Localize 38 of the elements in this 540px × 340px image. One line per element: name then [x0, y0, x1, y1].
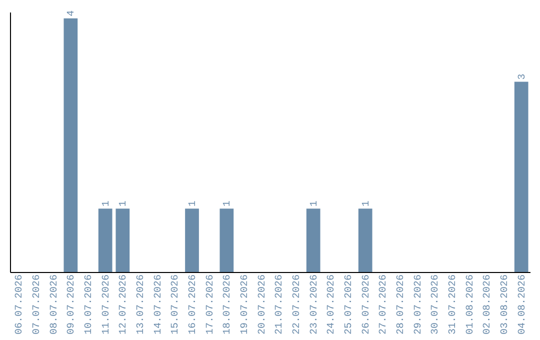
- x-tick-label: 14.07.2026: [153, 274, 164, 335]
- data-label: 1: [118, 200, 130, 207]
- x-tick-label: 01.08.2026: [465, 274, 476, 335]
- x-tick-label: 11.07.2026: [101, 274, 112, 335]
- x-tick-label: 13.07.2026: [136, 274, 147, 335]
- x-tick-label: 21.07.2026: [274, 274, 286, 335]
- x-tick-label: 02.08.2026: [482, 274, 494, 335]
- x-tick-label: 15.07.2026: [170, 274, 182, 335]
- x-tick-label: 28.07.2026: [396, 274, 407, 335]
- x-tick-label: 12.07.2026: [118, 274, 130, 335]
- data-label: 4: [66, 10, 78, 16]
- x-tick-label: 16.07.2026: [188, 274, 199, 335]
- x-tick-label: 19.07.2026: [240, 274, 251, 335]
- data-label: 3: [517, 74, 528, 80]
- data-label: 1: [309, 200, 320, 207]
- x-tick-label: 08.07.2026: [49, 274, 60, 335]
- data-label: 1: [361, 200, 372, 207]
- x-tick-label: 26.07.2026: [361, 274, 372, 335]
- x-tick-label: 27.07.2026: [378, 274, 390, 335]
- data-label: 1: [101, 200, 112, 207]
- data-label: 1: [188, 200, 199, 207]
- x-tick-label: 07.07.2026: [32, 274, 43, 335]
- x-tick-label: 06.07.2026: [14, 274, 26, 335]
- x-tick-label: 20.07.2026: [257, 274, 268, 335]
- x-tick-label: 10.07.2026: [84, 274, 95, 335]
- x-tick-label: 25.07.2026: [344, 274, 355, 335]
- x-tick-label: 22.07.2026: [292, 274, 303, 335]
- x-tick-label: 03.08.2026: [500, 274, 511, 335]
- x-tick-label: 18.07.2026: [222, 274, 234, 335]
- x-tick-label: 31.07.2026: [448, 274, 459, 335]
- x-tick-label: 23.07.2026: [309, 274, 320, 335]
- x-tick-label: 09.07.2026: [66, 274, 78, 335]
- x-tick-label: 30.07.2026: [430, 274, 442, 335]
- x-tick-label: 29.07.2026: [413, 274, 424, 335]
- x-tick-label: 04.08.2026: [517, 274, 528, 335]
- x-tick-label: 24.07.2026: [326, 274, 338, 335]
- x-tick-label: 17.07.2026: [205, 274, 216, 335]
- data-label: 1: [222, 200, 234, 207]
